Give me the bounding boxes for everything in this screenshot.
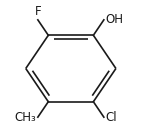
Text: F: F — [34, 5, 41, 18]
Text: CH₃: CH₃ — [14, 111, 36, 124]
Text: Cl: Cl — [105, 111, 117, 124]
Text: OH: OH — [105, 13, 123, 26]
